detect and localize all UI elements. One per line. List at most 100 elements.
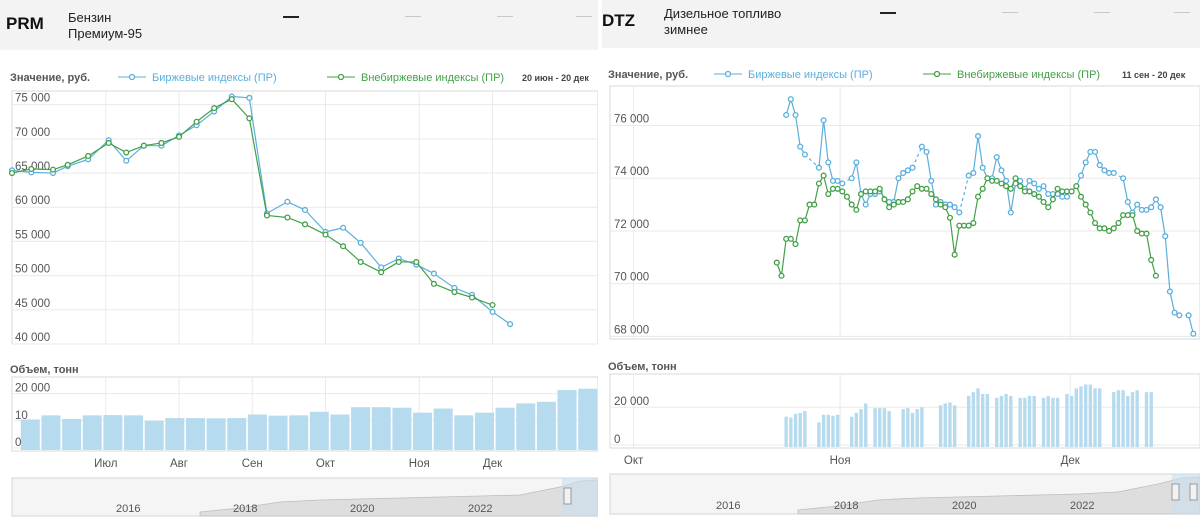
exchange-series-point[interactable]: [853, 159, 860, 166]
exchange-series-point[interactable]: [284, 198, 291, 205]
otc-series-point[interactable]: [801, 217, 808, 224]
volume-bar[interactable]: [854, 412, 859, 447]
otc-series-point[interactable]: [942, 204, 949, 211]
otc-series-point[interactable]: [123, 149, 130, 156]
volume-bar[interactable]: [578, 388, 598, 450]
otc-series-point[interactable]: [792, 241, 799, 248]
otc-series-point[interactable]: [778, 272, 785, 279]
otc-series-point[interactable]: [843, 193, 851, 200]
otc-series-point[interactable]: [993, 177, 1000, 184]
volume-bar[interactable]: [309, 411, 329, 450]
otc-series-point[interactable]: [1143, 230, 1150, 237]
otc-series-point[interactable]: [1134, 227, 1141, 234]
otc-series-point[interactable]: [1101, 225, 1108, 232]
exchange-series-point[interactable]: [825, 159, 832, 166]
volume-bar[interactable]: [1083, 384, 1088, 447]
exchange-series-point[interactable]: [792, 111, 799, 119]
otc-series-point[interactable]: [378, 269, 385, 276]
volume-bar[interactable]: [1112, 392, 1116, 447]
otc-series-point[interactable]: [820, 172, 827, 179]
navigator-handle[interactable]: [1171, 483, 1180, 501]
exchange-series-point[interactable]: [904, 167, 911, 174]
volume-bar[interactable]: [1023, 397, 1027, 447]
exchange-series-point[interactable]: [340, 224, 347, 231]
otc-series-point[interactable]: [904, 196, 911, 203]
exchange-series-point[interactable]: [1143, 206, 1150, 213]
period-tab[interactable]: [576, 16, 592, 17]
volume-bar[interactable]: [144, 420, 164, 450]
otc-series-point[interactable]: [970, 219, 977, 227]
volume-bar[interactable]: [1135, 390, 1139, 447]
volume-bar[interactable]: [557, 390, 577, 450]
period-tab[interactable]: [497, 16, 513, 17]
volume-bar[interactable]: [981, 394, 985, 447]
otc-series-point[interactable]: [914, 183, 921, 190]
exchange-series-point[interactable]: [507, 321, 514, 328]
volume-bar[interactable]: [1051, 397, 1055, 447]
volume-bar[interactable]: [41, 415, 61, 450]
otc-series-point[interactable]: [928, 191, 935, 198]
otc-series-point[interactable]: [49, 166, 57, 173]
exchange-series-point[interactable]: [1031, 180, 1038, 187]
navigator-handle[interactable]: [563, 487, 572, 505]
otc-series-point[interactable]: [1026, 188, 1033, 195]
volume-bar[interactable]: [1004, 394, 1008, 447]
exchange-series-point[interactable]: [928, 177, 935, 184]
exchange-series-point[interactable]: [918, 143, 925, 150]
exchange-series-point[interactable]: [834, 177, 841, 184]
exchange-series-point[interactable]: [1096, 162, 1103, 169]
volume-bar[interactable]: [206, 418, 226, 450]
otc-series-point[interactable]: [834, 185, 841, 192]
volume-bar[interactable]: [901, 409, 905, 447]
otc-series-point[interactable]: [1152, 272, 1159, 279]
exchange-series-point[interactable]: [1026, 177, 1033, 184]
otc-series-point[interactable]: [951, 251, 958, 258]
otc-series-point[interactable]: [1007, 185, 1014, 192]
exchange-series-point[interactable]: [783, 111, 790, 119]
otc-series-point[interactable]: [1087, 209, 1094, 216]
exchange-series-point[interactable]: [1157, 204, 1164, 211]
exchange-series-point[interactable]: [965, 172, 972, 179]
volume-bar[interactable]: [185, 418, 205, 450]
otc-series-point[interactable]: [857, 191, 865, 198]
volume-bar[interactable]: [938, 405, 943, 447]
legend-otc-label[interactable]: Внебиржевые индексы (ПР): [957, 69, 1100, 81]
otc-series-point[interactable]: [937, 201, 944, 208]
otc-series-point[interactable]: [886, 204, 893, 211]
volume-bar[interactable]: [920, 407, 924, 447]
otc-series-point[interactable]: [965, 222, 972, 229]
exchange-series-point[interactable]: [900, 169, 907, 177]
exchange-series-point[interactable]: [1171, 309, 1178, 316]
volume-bar[interactable]: [849, 416, 854, 447]
otc-series-point[interactable]: [1129, 212, 1136, 219]
volume-bar[interactable]: [887, 411, 891, 447]
otc-series-point[interactable]: [1054, 185, 1061, 192]
exchange-series-point[interactable]: [979, 164, 986, 171]
otc-series-point[interactable]: [876, 185, 883, 192]
volume-bar[interactable]: [1093, 388, 1097, 447]
exchange-series-point[interactable]: [797, 143, 804, 150]
exchange-series-point[interactable]: [357, 239, 364, 246]
volume-bar[interactable]: [1074, 388, 1079, 447]
volume-bar[interactable]: [976, 388, 980, 447]
volume-bar[interactable]: [952, 405, 957, 447]
exchange-series-point[interactable]: [1120, 175, 1127, 182]
product-code[interactable]: PRM: [6, 14, 44, 33]
exchange-series-point[interactable]: [1152, 196, 1159, 203]
otc-series-point[interactable]: [175, 133, 183, 140]
volume-bar[interactable]: [20, 419, 40, 450]
exchange-series-point[interactable]: [787, 96, 794, 103]
period-tab[interactable]: [1174, 12, 1190, 13]
volume-bar[interactable]: [995, 397, 999, 447]
otc-series-point[interactable]: [357, 258, 364, 265]
volume-bar[interactable]: [413, 412, 433, 450]
period-tab-active[interactable]: [880, 12, 896, 14]
volume-bar[interactable]: [873, 408, 877, 447]
volume-bar[interactable]: [1009, 395, 1013, 447]
otc-series-point[interactable]: [881, 196, 888, 203]
exchange-series-point[interactable]: [246, 94, 253, 101]
volume-bar[interactable]: [1055, 397, 1060, 447]
exchange-series-point[interactable]: [993, 154, 1000, 161]
otc-series-point[interactable]: [890, 201, 897, 208]
otc-series-point[interactable]: [984, 175, 991, 182]
